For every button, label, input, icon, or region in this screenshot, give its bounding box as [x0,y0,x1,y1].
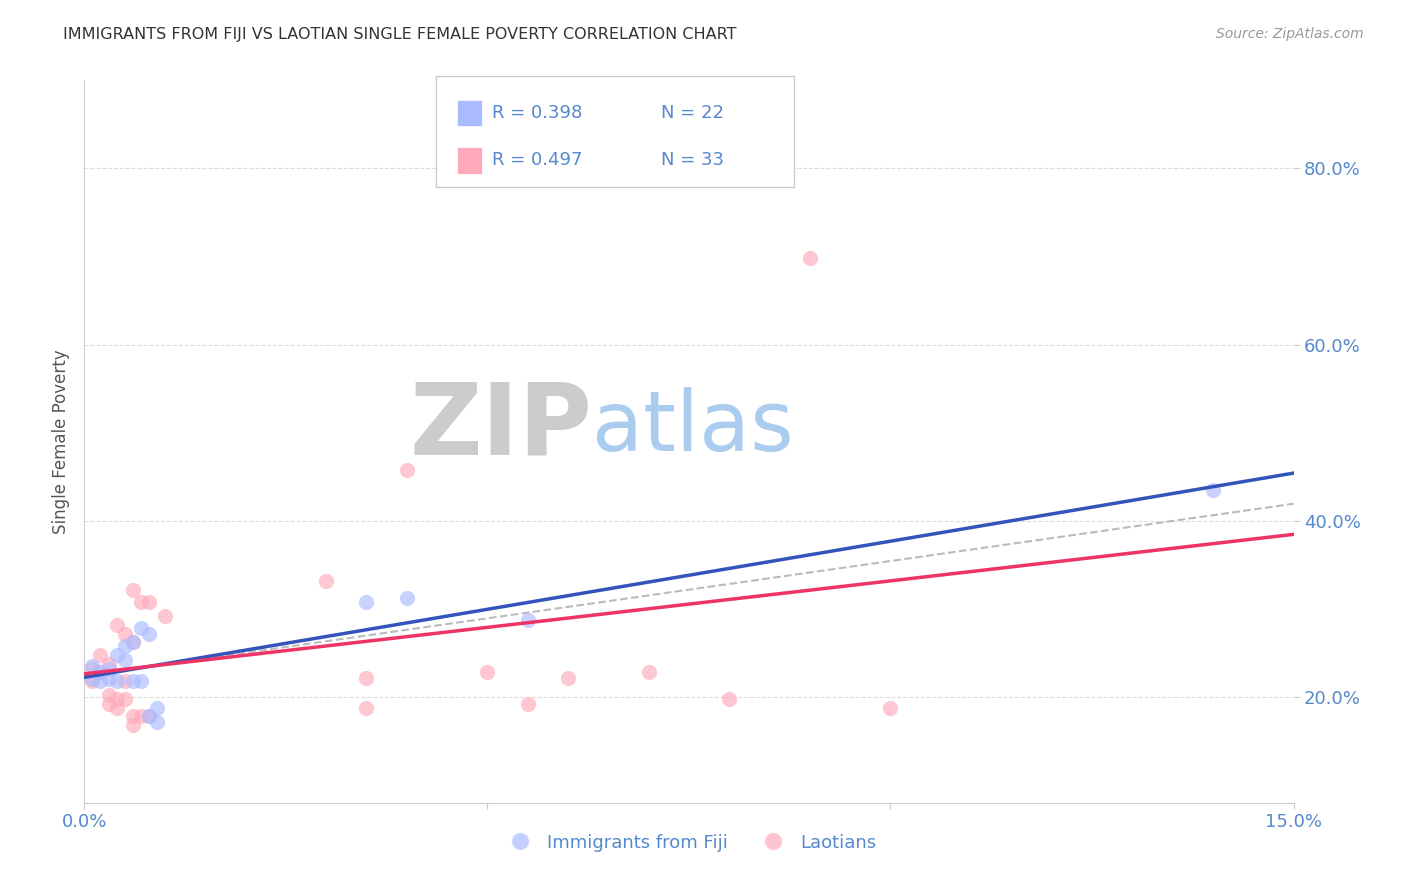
Point [114,674,136,689]
Point [718,691,741,706]
Point [89,665,111,680]
Point [121,709,143,723]
Point [82,673,104,687]
Point [356,595,378,609]
Point [146,700,169,714]
Point [97,673,120,687]
Text: N = 22: N = 22 [661,104,724,122]
Y-axis label: Single Female Poverty: Single Female Poverty [52,350,70,533]
Point [97,662,120,676]
Point [121,718,143,732]
Point [97,688,120,702]
Point [121,582,143,597]
Text: N = 33: N = 33 [661,152,724,169]
Point [138,626,160,640]
Point [138,709,160,723]
Point [315,574,337,588]
Point [799,252,821,266]
Point [97,697,120,711]
Point [89,674,111,689]
Point [129,595,152,609]
Point [395,463,418,477]
Point [114,691,136,706]
Point [637,665,659,680]
Point [146,714,169,729]
Point [516,697,538,711]
Text: R = 0.398: R = 0.398 [492,104,582,122]
Point [82,659,104,673]
Point [1202,483,1225,497]
Point [105,691,128,706]
Text: ZIP: ZIP [409,378,592,475]
Point [89,648,111,662]
Point [89,665,111,680]
Point [477,665,499,680]
Point [105,648,128,662]
Point [105,617,128,632]
Text: Source: ZipAtlas.com: Source: ZipAtlas.com [1216,27,1364,41]
Point [129,674,152,689]
Point [114,626,136,640]
Point [105,674,128,689]
Text: R = 0.497: R = 0.497 [492,152,582,169]
Point [557,671,579,685]
Text: IMMIGRANTS FROM FIJI VS LAOTIAN SINGLE FEMALE POVERTY CORRELATION CHART: IMMIGRANTS FROM FIJI VS LAOTIAN SINGLE F… [63,27,737,42]
Text: atlas: atlas [592,386,794,467]
Point [121,635,143,649]
Point [356,700,378,714]
Point [82,662,104,676]
Point [105,700,128,714]
Point [879,700,901,714]
Point [395,591,418,606]
Point [121,674,143,689]
Point [129,709,152,723]
Point [138,709,160,723]
Point [138,595,160,609]
Legend: Immigrants from Fiji, Laotians: Immigrants from Fiji, Laotians [495,826,883,859]
Point [356,671,378,685]
Point [82,674,104,689]
Point [129,621,152,635]
Point [97,657,120,671]
Point [516,613,538,627]
Point [153,609,176,624]
Point [114,653,136,667]
Point [121,635,143,649]
Point [114,639,136,653]
